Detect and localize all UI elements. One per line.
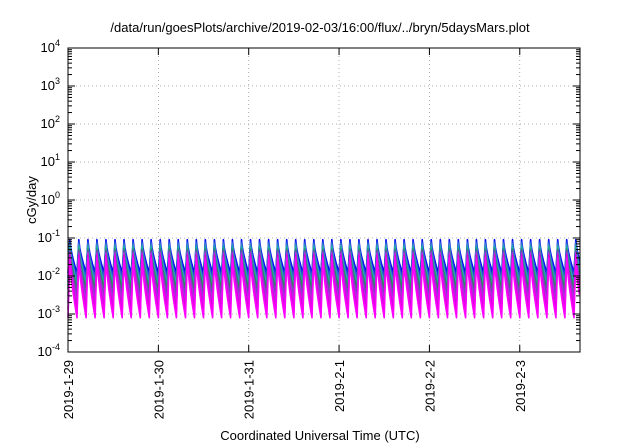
y-tick-label: 104 — [41, 38, 60, 55]
y-tick-label: 101 — [41, 152, 60, 169]
series-layer — [67, 238, 581, 319]
y-tick-label: 100 — [41, 190, 60, 207]
y-tick-label: 10-4 — [38, 342, 60, 359]
x-tick-label: 2019-1-29 — [61, 360, 76, 419]
x-axis-ticks: 2019-1-29 2019-1-30 2019-1-31 2019-2-1 2019-… — [61, 48, 528, 419]
chart-title: /data/run/goesPlots/archive/2019-02-03/1… — [110, 20, 530, 35]
x-tick-label: 2019-2-3 — [513, 360, 528, 412]
y-tick-label: 10-1 — [38, 228, 60, 245]
y-tick-label: 10-3 — [38, 304, 60, 321]
y-tick-label: 102 — [41, 114, 60, 131]
x-tick-label: 2019-1-30 — [151, 360, 166, 419]
grid-lines — [68, 48, 580, 352]
x-tick-label: 2019-2-2 — [422, 360, 437, 412]
x-tick-label: 2019-2-1 — [332, 360, 347, 412]
y-axis-label: cGy/day — [24, 176, 39, 224]
y-axis-ticks: 10-4 10-3 10-2 10-1 100 101 102 103 104 — [38, 38, 580, 359]
x-tick-label: 2019-1-31 — [242, 360, 257, 419]
series-line-8 — [67, 257, 581, 319]
y-tick-label: 10-2 — [38, 266, 60, 283]
y-tick-label: 103 — [41, 76, 60, 93]
x-axis-label: Coordinated Universal Time (UTC) — [220, 428, 420, 443]
